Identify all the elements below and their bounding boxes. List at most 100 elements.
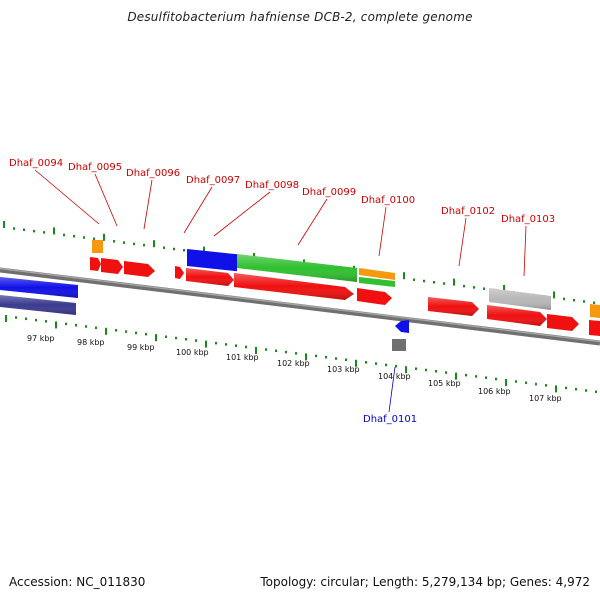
outer-minor-tick [163,246,165,249]
gene-orange-small[interactable] [92,240,103,253]
outer-minor-tick [73,234,75,238]
outer-minor-tick [63,233,65,237]
outer-minor-tick [33,229,35,233]
inner-major-tick [305,353,307,361]
gene-label-dhaf-0095[interactable]: Dhaf_0095 [68,162,122,173]
outer-minor-tick [13,227,15,230]
outer-minor-tick [43,231,45,234]
gene-label-dhaf-0100[interactable]: Dhaf_0100 [361,195,415,206]
inner-minor-tick [15,316,17,319]
gene-red-7[interactable] [357,288,392,305]
inner-minor-tick [95,326,97,330]
gene-label-dhaf-0097[interactable]: Dhaf_0097 [186,175,240,186]
scale-label-100kbp: 100 kbp [176,348,209,357]
gene-red-1[interactable] [90,257,101,271]
outer-major-tick [53,227,55,235]
leader-dhaf-0101 [388,366,396,413]
outer-minor-tick [83,236,85,239]
inner-minor-tick [325,355,327,359]
outer-minor-tick [563,297,565,301]
inner-minor-tick [585,389,587,392]
gene-label-dhaf-0098[interactable]: Dhaf_0098 [245,180,299,191]
gene-darkgray-dhaf-0101[interactable] [392,339,406,351]
inner-minor-tick [575,387,577,391]
scale-labels: 97 kbp 98 kbp 99 kbp 100 kbp 101 kbp 102… [27,334,562,403]
gene-red-2[interactable] [101,258,123,274]
outer-minor-tick [583,300,585,303]
inner-minor-tick [35,318,37,322]
gene-label-dhaf-0101[interactable]: Dhaf_0101 [363,414,417,425]
inner-minor-tick [145,332,147,336]
inner-major-tick [105,327,107,335]
outer-minor-tick [473,286,475,289]
inner-minor-tick [335,357,337,360]
scale-label-105kbp: 105 kbp [428,379,461,388]
gene-orange-edge[interactable] [590,304,600,318]
gene-blue-dhaf-0097[interactable] [187,249,237,272]
gene-label-dhaf-0099[interactable]: Dhaf_0099 [302,187,356,198]
inner-minor-tick [475,375,477,378]
gene-label-dhaf-0096[interactable]: Dhaf_0096 [126,168,180,179]
inner-major-tick [455,372,457,380]
inner-minor-tick [195,339,197,342]
inner-minor-tick [595,390,597,394]
gene-red-4[interactable] [175,266,184,279]
inner-minor-tick [375,362,377,365]
inner-major-tick [555,385,557,393]
inner-major-tick [55,321,57,329]
inner-minor-tick [235,344,237,347]
gene-blue-dhaf-0101[interactable] [395,320,409,333]
gene-red-3[interactable] [124,261,155,277]
inner-minor-tick [135,331,137,335]
leader-dhaf-0103 [523,225,527,277]
inner-minor-tick [425,368,427,372]
gene-red-10[interactable] [547,314,579,331]
gene-label-dhaf-0102[interactable]: Dhaf_0102 [441,206,495,217]
outer-minor-tick [413,278,415,281]
inner-minor-tick [515,380,517,383]
outer-major-tick [553,291,555,299]
inner-minor-tick [215,341,217,345]
inner-major-tick [355,359,357,367]
accession-text: Accession: NC_011830 [9,575,146,589]
inner-major-tick [255,347,257,354]
scale-label-99kbp: 99 kbp [127,343,155,352]
outer-major-tick [153,240,155,248]
gene-label-dhaf-0103[interactable]: Dhaf_0103 [501,214,555,225]
inner-minor-tick [165,335,167,338]
inner-minor-tick [545,384,547,387]
outer-minor-tick [463,284,465,288]
inner-minor-tick [225,343,227,346]
leader-dhaf-0100 [378,206,387,257]
outer-major-tick [203,246,205,254]
outer-major-tick [103,233,105,241]
inner-minor-tick [525,381,527,385]
inner-minor-tick [65,322,67,326]
gene-red-11[interactable] [589,320,600,336]
outer-minor-tick [433,281,435,284]
gene-orange-dhaf-0100[interactable] [359,268,395,280]
inner-minor-tick [445,371,447,374]
scale-label-104kbp: 104 kbp [378,372,411,381]
inner-minor-tick [535,382,537,386]
inner-minor-tick [465,373,467,377]
outer-minor-tick [593,301,595,305]
inner-minor-tick [395,364,397,368]
outer-major-tick [503,285,505,292]
inner-minor-tick [485,376,487,379]
scale-label-102kbp: 102 kbp [277,359,310,368]
gene-label-dhaf-0094[interactable]: Dhaf_0094 [9,158,63,169]
outer-minor-tick [143,243,145,247]
feature-shading [0,254,551,326]
gene-green-dhaf-0100[interactable] [359,277,395,287]
outer-minor-tick [573,298,575,302]
gene-labels: Dhaf_0094 Dhaf_0095 Dhaf_0096 Dhaf_0097 … [9,158,555,425]
inner-minor-tick [315,354,317,358]
inner-minor-tick [285,350,287,354]
outer-minor-tick [113,240,115,243]
topology-text: Topology: circular; Length: 5,279,134 bp… [260,575,590,589]
inner-minor-tick [45,320,47,323]
outer-minor-tick [123,241,125,244]
inner-major-tick [205,340,207,348]
